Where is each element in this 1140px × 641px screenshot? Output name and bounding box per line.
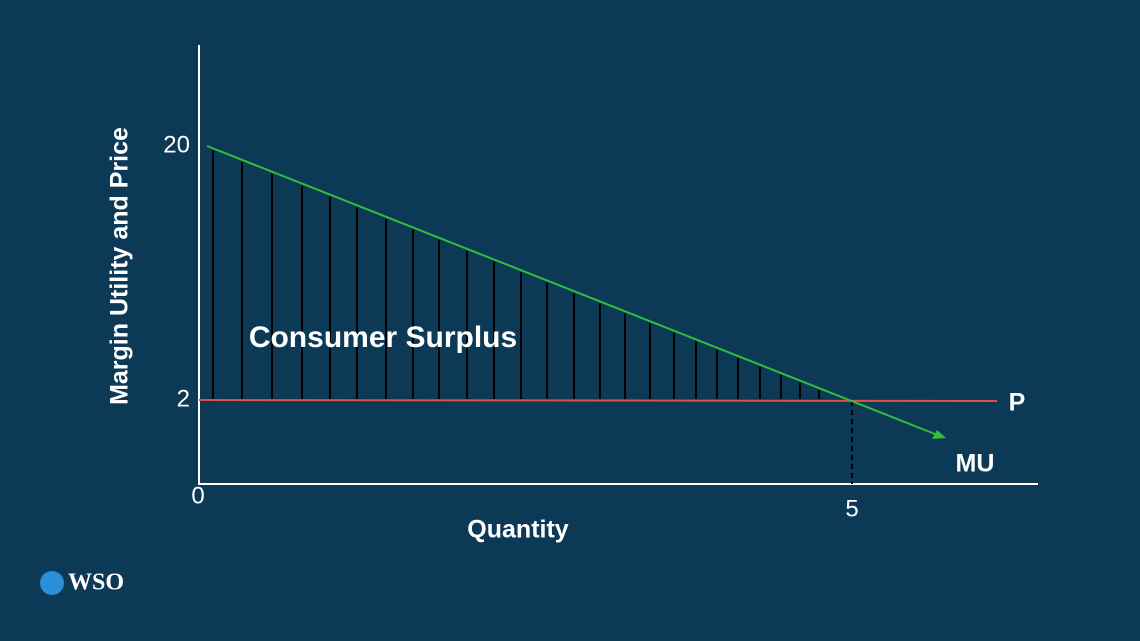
- x-label: 5: [845, 495, 858, 522]
- region-label: Consumer Surplus: [249, 321, 517, 354]
- y-label: 2: [177, 385, 190, 412]
- y-title: Margin Utility and Price: [106, 127, 134, 405]
- logo-text: WSO: [68, 570, 124, 596]
- price-line: [198, 399, 998, 402]
- origin-label: 0: [191, 482, 204, 509]
- logo-icon: [40, 571, 64, 595]
- x-title: Quantity: [467, 516, 568, 544]
- mu-line: [206, 145, 941, 437]
- mu-arrowhead: [932, 430, 946, 439]
- mu-label: MU: [956, 450, 995, 478]
- price-label: P: [1009, 389, 1026, 417]
- y-label: 20: [163, 131, 190, 158]
- hatch-lines: [212, 150, 820, 399]
